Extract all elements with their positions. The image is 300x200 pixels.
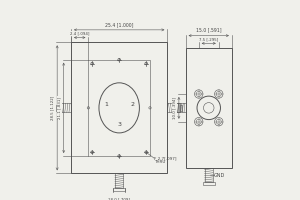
- Bar: [205, 168, 213, 182]
- Text: F 2.7[.097]: F 2.7[.097]: [154, 156, 176, 160]
- Bar: [203, 182, 215, 185]
- Bar: [176, 103, 186, 112]
- Text: THRU: THRU: [154, 160, 165, 164]
- Text: 2: 2: [130, 102, 134, 107]
- Text: 25.4 [1.000]: 25.4 [1.000]: [105, 22, 134, 27]
- Text: 1: 1: [104, 102, 108, 107]
- Text: 7.5 [.295]: 7.5 [.295]: [199, 37, 218, 41]
- Bar: [180, 105, 182, 111]
- Text: 3: 3: [117, 122, 121, 127]
- Text: 10.0 [.394]: 10.0 [.394]: [173, 97, 177, 119]
- Bar: [167, 103, 180, 112]
- Bar: [115, 173, 123, 188]
- Text: 28.5 [1.122]: 28.5 [1.122]: [50, 96, 54, 120]
- Bar: [58, 103, 71, 112]
- Text: GND: GND: [214, 173, 225, 178]
- Bar: [186, 48, 232, 168]
- Text: 18.0 [.709]: 18.0 [.709]: [108, 197, 130, 200]
- Text: 15.0 [.591]: 15.0 [.591]: [196, 28, 222, 33]
- Bar: [88, 60, 150, 156]
- Text: 21.1 [.831]: 21.1 [.831]: [58, 97, 62, 119]
- Bar: [113, 188, 125, 191]
- Bar: [71, 42, 167, 173]
- Bar: [56, 105, 59, 111]
- Text: 2.4 [.094]: 2.4 [.094]: [70, 31, 89, 35]
